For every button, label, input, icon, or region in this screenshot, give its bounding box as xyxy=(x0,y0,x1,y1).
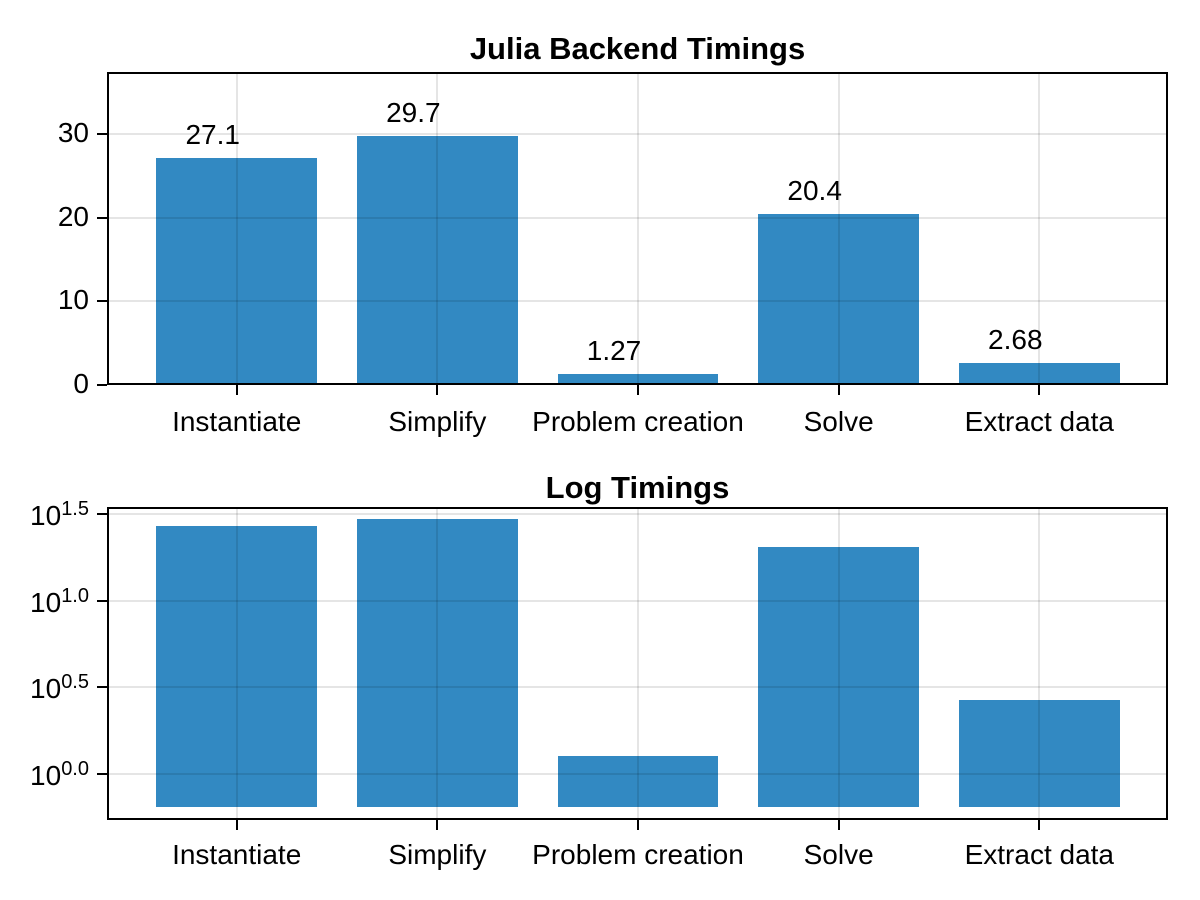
x-category-label: Problem creation xyxy=(532,406,744,437)
ytick-exponent: 1.0 xyxy=(61,584,89,607)
x-tick xyxy=(837,820,840,830)
x-tick xyxy=(1038,385,1041,395)
v-gridline xyxy=(235,507,238,820)
v-gridline xyxy=(837,72,840,385)
bar xyxy=(357,519,518,807)
v-gridline xyxy=(637,507,639,820)
x-tick xyxy=(235,385,238,395)
bar xyxy=(959,699,1120,807)
bar xyxy=(557,755,719,807)
y-tick xyxy=(97,686,107,689)
x-category-label: Simplify xyxy=(388,839,487,870)
bar xyxy=(357,136,518,385)
h-gridline xyxy=(107,599,1168,602)
bar xyxy=(758,547,919,807)
y-tick xyxy=(97,384,107,386)
y-tick-label: 30 xyxy=(57,116,89,148)
y-tick-label: 100.0 xyxy=(30,757,89,791)
v-gridline xyxy=(837,507,840,820)
plot-frame-bottom xyxy=(107,507,1168,820)
bar-value-label: 1.27 xyxy=(586,335,642,367)
x-tick xyxy=(436,820,439,830)
x-tick xyxy=(637,385,639,395)
x-category-label: Problem creation xyxy=(532,839,744,870)
h-gridline xyxy=(107,686,1168,689)
ytick-exponent: 0.0 xyxy=(61,757,89,780)
bar xyxy=(156,158,317,385)
x-category-label: Instantiate xyxy=(172,839,302,870)
v-gridline xyxy=(637,72,639,385)
h-gridline xyxy=(107,300,1168,303)
y-tick-label: 20 xyxy=(57,200,89,232)
y-tick xyxy=(97,599,107,602)
y-tick-label: 101.5 xyxy=(30,498,89,532)
h-gridline xyxy=(107,772,1168,775)
chart-title-bottom: Log Timings xyxy=(545,470,730,505)
x-tick xyxy=(837,385,840,395)
y-tick xyxy=(97,772,107,775)
v-gridline xyxy=(436,72,439,385)
v-gridline xyxy=(1038,72,1041,385)
y-tick-label: 10 xyxy=(57,284,89,316)
chart-title-top: Julia Backend Timings xyxy=(469,31,806,66)
h-gridline xyxy=(107,132,1168,135)
y-tick-label: 0 xyxy=(73,368,89,399)
y-tick xyxy=(97,216,107,219)
x-tick xyxy=(235,820,238,830)
v-gridline xyxy=(1038,507,1041,820)
bar-value-label: 2.68 xyxy=(988,323,1043,355)
y-tick-label: 100.5 xyxy=(30,671,89,705)
x-tick xyxy=(1038,820,1041,830)
y-tick xyxy=(97,132,107,135)
bar-value-label: 27.1 xyxy=(185,119,240,151)
h-gridline xyxy=(107,513,1168,516)
v-gridline xyxy=(436,507,439,820)
v-gridline xyxy=(235,72,238,385)
x-category-label: Instantiate xyxy=(172,406,302,437)
x-category-label: Solve xyxy=(803,406,874,437)
x-category-label: Solve xyxy=(803,839,874,870)
ytick-exponent: 0.5 xyxy=(61,671,89,694)
plot-frame-top xyxy=(107,72,1168,385)
x-tick xyxy=(637,820,639,830)
x-category-label: Extract data xyxy=(964,406,1114,437)
bar xyxy=(557,374,719,385)
y-tick-label: 101.0 xyxy=(30,584,89,618)
bar xyxy=(758,214,919,385)
y-tick xyxy=(97,300,107,303)
ytick-exponent: 1.5 xyxy=(61,498,89,521)
bar-value-label: 20.4 xyxy=(787,175,842,207)
bar xyxy=(959,362,1120,385)
bar xyxy=(156,526,317,807)
bar-value-label: 29.7 xyxy=(386,97,441,129)
y-tick xyxy=(97,513,107,516)
x-category-label: Extract data xyxy=(964,839,1114,870)
h-gridline xyxy=(107,216,1168,219)
x-tick xyxy=(436,385,439,395)
x-category-label: Simplify xyxy=(388,406,487,437)
